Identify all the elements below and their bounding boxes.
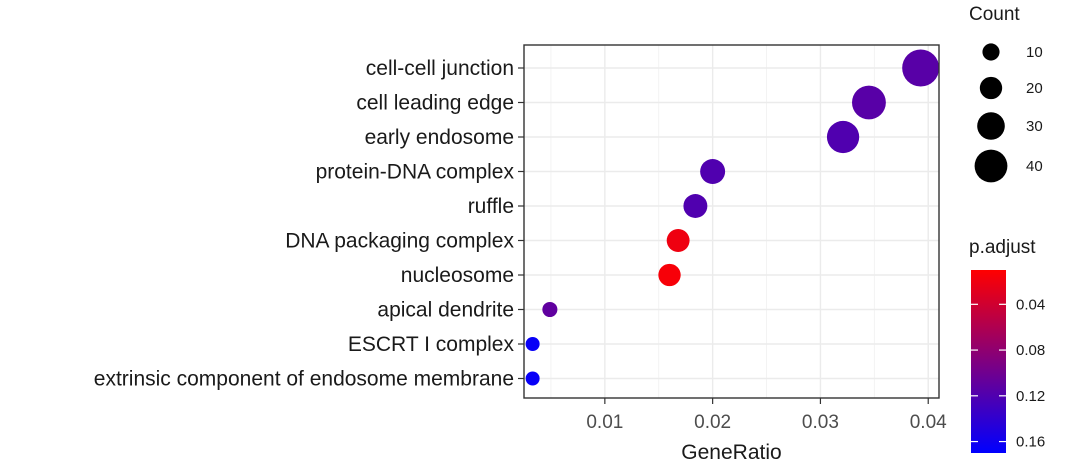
data-point xyxy=(700,159,726,184)
grid-lines xyxy=(524,45,939,398)
x-axis-title: GeneRatio xyxy=(681,441,781,464)
p-adjust-colorbar xyxy=(971,270,1006,453)
category-label: early endosome xyxy=(365,126,514,149)
data-point xyxy=(683,194,708,218)
data-point xyxy=(852,85,886,120)
category-label: protein-DNA complex xyxy=(316,161,515,184)
data-point xyxy=(826,120,860,154)
count-legend-key xyxy=(974,149,1008,183)
count-legend-label: 40 xyxy=(1026,158,1043,175)
data-point xyxy=(902,49,940,87)
data-point xyxy=(542,301,558,318)
count-legend-label: 10 xyxy=(1026,44,1043,61)
category-label: DNA packaging complex xyxy=(285,230,514,253)
p-adjust-legend-label: 0.04 xyxy=(1016,296,1045,313)
data-point xyxy=(525,337,540,351)
category-label: extrinsic component of endosome membrane xyxy=(94,368,514,391)
category-label: apical dendrite xyxy=(377,299,514,322)
count-legend-title: Count xyxy=(969,4,1020,25)
data-point xyxy=(525,371,540,386)
x-tick-label: 0.04 xyxy=(910,412,947,433)
p-adjust-legend-title: p.adjust xyxy=(969,237,1036,258)
x-tick-label: 0.03 xyxy=(802,412,839,433)
count-legend-label: 30 xyxy=(1026,118,1043,135)
p-adjust-legend: p.adjust 0.04 0.08 0.12 0.16 xyxy=(969,237,1045,453)
count-legend-key xyxy=(977,112,1005,140)
category-axis: cell-cell junction cell leading edge early… xyxy=(94,57,524,391)
p-adjust-legend-label: 0.12 xyxy=(1016,388,1045,405)
count-legend-key xyxy=(982,43,1000,61)
data-point xyxy=(666,229,690,252)
count-legend: Count 10 20 30 40 xyxy=(969,4,1043,183)
data-points xyxy=(525,49,940,386)
x-axis: 0.01 0.02 0.03 0.04 xyxy=(586,398,947,433)
count-legend-key xyxy=(979,76,1003,100)
category-label: ESCRT I complex xyxy=(348,333,515,356)
plot-panel-border xyxy=(523,44,940,399)
category-label: cell leading edge xyxy=(356,92,514,115)
p-adjust-legend-label: 0.08 xyxy=(1016,342,1045,359)
count-legend-label: 20 xyxy=(1026,80,1043,97)
category-label: ruffle xyxy=(468,195,514,218)
x-tick-label: 0.01 xyxy=(586,412,623,433)
p-adjust-legend-label: 0.16 xyxy=(1016,434,1045,451)
x-tick-label: 0.02 xyxy=(694,412,731,433)
category-label: nucleosome xyxy=(401,264,514,287)
data-point xyxy=(658,263,681,287)
category-label: cell-cell junction xyxy=(366,57,514,80)
